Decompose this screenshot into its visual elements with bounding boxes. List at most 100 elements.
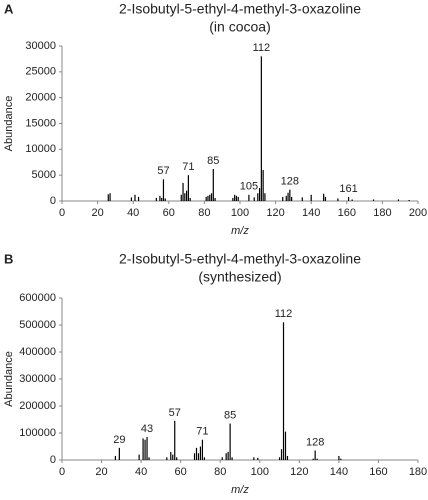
y-tick-label: 30000: [25, 40, 56, 52]
x-tick-label: 140: [302, 207, 320, 219]
peak-label: 29: [113, 434, 125, 446]
y-tick-label: 10000: [25, 143, 56, 155]
chart-subtitle: (in cocoa): [209, 19, 270, 35]
peak-label: 161: [339, 183, 357, 195]
peak: [235, 195, 238, 201]
y-axis-label: Abundance: [3, 351, 15, 407]
peak: [286, 455, 289, 460]
peak: [282, 196, 284, 201]
peak: [109, 193, 111, 201]
peak: [195, 447, 198, 460]
x-tick-label: 80: [214, 466, 226, 478]
y-tick-label: 400000: [19, 346, 56, 358]
x-tick-label: 40: [135, 466, 147, 478]
peak: [338, 455, 340, 460]
peak: [262, 170, 264, 201]
x-tick-label: 0: [59, 207, 65, 219]
peak: [146, 437, 148, 460]
x-tick-label: 100: [231, 207, 249, 219]
peak: [237, 196, 239, 201]
y-tick-label: 0: [50, 454, 56, 466]
peak: [347, 196, 350, 201]
y-tick-label: 20000: [25, 92, 56, 104]
peak: [118, 447, 120, 460]
x-tick-label: 60: [175, 466, 187, 478]
peak: [214, 197, 216, 201]
x-tick-label: 100: [251, 466, 269, 478]
peak: [323, 193, 325, 201]
y-tick-label: 100000: [19, 427, 56, 439]
peak-label: 85: [207, 155, 219, 167]
x-tick-label: 200: [409, 207, 427, 219]
y-tick-label: 300000: [19, 373, 56, 385]
peak: [291, 196, 293, 201]
y-tick-label: 500000: [19, 319, 56, 331]
peak: [201, 439, 204, 460]
peak: [159, 195, 161, 201]
peak: [189, 197, 191, 201]
peak: [351, 199, 353, 201]
peak-label: 71: [182, 161, 194, 173]
y-tick-label: 600000: [19, 292, 56, 304]
x-tick-label: 120: [266, 207, 284, 219]
peak: [337, 198, 339, 201]
panel-label: B: [4, 251, 13, 266]
peak-label: 85: [224, 409, 236, 421]
peak: [310, 194, 312, 201]
peak-label: 57: [157, 165, 169, 177]
peak: [253, 457, 255, 460]
peak: [182, 182, 184, 201]
y-tick-label: 5000: [32, 169, 56, 181]
peak: [258, 188, 261, 201]
peak: [264, 193, 266, 201]
x-tick-label: 180: [409, 466, 427, 478]
peak-label: 128: [306, 436, 324, 448]
x-tick-label: 60: [163, 207, 175, 219]
peak: [205, 196, 207, 201]
peak: [231, 457, 233, 460]
peak: [314, 450, 316, 460]
peak: [114, 455, 116, 460]
x-tick-label: 160: [369, 466, 387, 478]
x-tick-label: 40: [127, 207, 139, 219]
x-tick-label: 160: [338, 207, 356, 219]
peak: [248, 194, 250, 201]
peak: [372, 199, 375, 201]
peak: [316, 458, 318, 460]
peak: [186, 190, 188, 201]
peak: [257, 457, 259, 460]
panel-label: A: [4, 1, 14, 16]
peak: [172, 454, 174, 460]
peak: [161, 197, 163, 201]
peak: [284, 431, 287, 460]
peak: [210, 193, 213, 201]
peak-label: 105: [240, 181, 258, 193]
peak: [207, 195, 209, 201]
peak: [197, 453, 200, 460]
peak: [287, 192, 289, 201]
peak: [142, 438, 144, 460]
peak-label: 43: [141, 423, 153, 435]
peak: [187, 175, 189, 201]
peak: [229, 423, 231, 460]
peak: [324, 196, 327, 201]
y-tick-label: 0: [50, 195, 56, 207]
peak: [289, 189, 291, 201]
peak: [199, 446, 202, 460]
peak: [138, 454, 140, 460]
peak: [278, 457, 281, 460]
peak: [107, 194, 109, 201]
peak: [184, 193, 186, 201]
x-tick-label: 80: [198, 207, 210, 219]
peak: [232, 197, 234, 201]
peak: [260, 56, 262, 202]
peak: [130, 197, 133, 201]
peak: [134, 194, 136, 201]
peak: [234, 194, 236, 201]
peak: [301, 197, 303, 201]
x-tick-label: 180: [373, 207, 391, 219]
y-tick-label: 15000: [25, 117, 56, 129]
peak: [170, 451, 172, 460]
x-tick-label: 0: [59, 466, 65, 478]
